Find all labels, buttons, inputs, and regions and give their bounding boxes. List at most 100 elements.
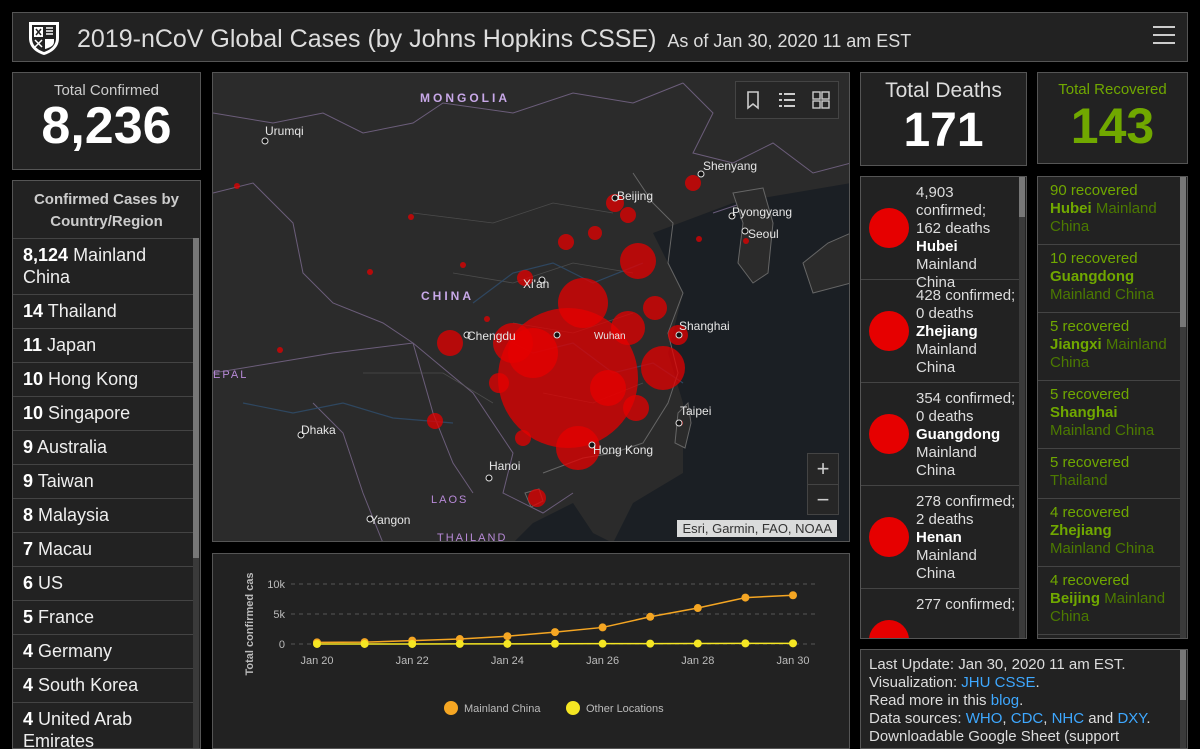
last-update: Last Update: Jan 30, 2020 11 am EST. — [869, 656, 1126, 673]
death-country: Mainland China — [916, 341, 977, 376]
country-item[interactable]: 8 Malaysia — [13, 498, 194, 532]
country-item[interactable]: 4 Germany — [13, 634, 194, 668]
bubble-dalian[interactable] — [696, 236, 702, 242]
recovered-list-scrollbar[interactable] — [1180, 177, 1186, 638]
zoom-in-button[interactable]: + — [816, 456, 830, 481]
country-list-scrollbar[interactable] — [193, 238, 199, 748]
bubble-liaoning[interactable] — [685, 175, 701, 191]
map-view[interactable]: MONGOLIA CHINA LAOS THAILAND EPAL Urumqi… — [212, 72, 850, 542]
country-name: France — [38, 607, 95, 627]
chart-xtick-label: Jan 22 — [396, 655, 429, 667]
country-item[interactable]: 11 Japan — [13, 328, 194, 362]
chart-point — [360, 639, 369, 648]
death-item[interactable]: 278 confirmed; 2 deaths Henan Mainland Chi… — [861, 486, 1020, 589]
death-country: Mainland China — [916, 444, 977, 479]
bubble-xinjiang[interactable] — [234, 183, 240, 189]
country-item[interactable]: 8,124 Mainland China — [13, 238, 194, 294]
recovered-item[interactable]: 4 recovered Zhejiang Mainland China — [1038, 499, 1181, 567]
recovered-country: Mainland China — [1050, 540, 1155, 557]
bubble-jiangxi[interactable] — [590, 370, 626, 406]
country-count: 5 — [23, 607, 34, 627]
bubble-fujian[interactable] — [623, 395, 649, 421]
recovered-item[interactable]: 5 recovered Jiangxi Mainland China — [1038, 313, 1181, 381]
death-country: Mainland China — [916, 547, 977, 582]
country-item[interactable]: 7 Macau — [13, 532, 194, 566]
chart-point — [408, 639, 417, 648]
country-list: 8,124 Mainland China 14 Thailand 11 Japan 1… — [13, 238, 194, 749]
blog-link[interactable]: blog — [990, 692, 1020, 709]
country-item[interactable]: 9 Taiwan — [13, 464, 194, 498]
recovered-item[interactable]: 90 recovered Hubei Mainland China — [1038, 177, 1181, 245]
bubble-henan[interactable] — [558, 278, 608, 328]
recovered-item[interactable]: 5 recovered Shanghai Mainland China — [1038, 381, 1181, 449]
recovered-item[interactable]: 2 recovered — [1038, 635, 1181, 638]
nhc-link[interactable]: NHC — [1051, 710, 1085, 727]
recovered-country: Mainland China — [1050, 422, 1155, 439]
country-item[interactable]: 4 United Arab Emirates — [13, 702, 194, 749]
bubble-shaanxi[interactable] — [517, 270, 533, 286]
total-deaths-label: Total Deaths — [885, 79, 1002, 102]
country-name: Malaysia — [38, 505, 110, 525]
bubble-sichuan-east[interactable] — [493, 323, 533, 363]
country-item[interactable]: 9 Australia — [13, 430, 194, 464]
bubble-hebei[interactable] — [588, 226, 602, 240]
zoom-out-button[interactable]: − — [808, 484, 838, 514]
chart-point — [503, 632, 512, 641]
chart-point — [598, 639, 607, 648]
legend-list-icon[interactable] — [776, 89, 798, 111]
recovered-item[interactable]: 5 recovered Thailand — [1038, 449, 1181, 499]
jhu-shield-logo-icon — [29, 22, 59, 55]
bubble-seoul[interactable] — [743, 238, 749, 244]
bubble-guangdong[interactable] — [556, 426, 600, 470]
bubble-ningxia[interactable] — [484, 316, 490, 322]
bookmark-icon[interactable] — [742, 89, 764, 111]
bubble-qinghai[interactable] — [367, 269, 373, 275]
country-name: United Arab Emirates — [23, 709, 133, 749]
country-item[interactable]: 6 US — [13, 566, 194, 600]
hamburger-menu-icon[interactable] — [1153, 26, 1175, 46]
cdc-link[interactable]: CDC — [1010, 710, 1044, 727]
map-toolbar — [735, 81, 839, 119]
recovered-location: Thailand — [1050, 472, 1169, 490]
death-item[interactable]: 354 confirmed; 0 deaths Guangdong Mainland… — [861, 383, 1020, 486]
country-name: Hong Kong — [48, 369, 139, 389]
bubble-guizhou[interactable] — [489, 373, 509, 393]
info-scrollbar[interactable] — [1180, 650, 1186, 748]
map-canvas[interactable] — [213, 73, 850, 542]
bubble-jiangsu[interactable] — [643, 296, 667, 320]
chart-point — [693, 604, 702, 613]
country-item[interactable]: 10 Hong Kong — [13, 362, 194, 396]
dxy-link[interactable]: DXY — [1117, 710, 1147, 727]
who-link[interactable]: WHO — [965, 710, 1003, 727]
bubble-zhejiang[interactable] — [641, 346, 685, 390]
bubble-qinghai-north[interactable] — [408, 214, 414, 220]
country-item[interactable]: 4 South Korea — [13, 668, 194, 702]
map-label-urumqi: Urumqi — [265, 124, 304, 138]
recovered-item[interactable]: 10 recovered Guangdong Mainland China — [1038, 245, 1181, 313]
country-item[interactable]: 14 Thailand — [13, 294, 194, 328]
jhu-csse-link[interactable]: JHU CSSE — [961, 674, 1036, 691]
chart-xtick-label: Jan 24 — [491, 655, 524, 667]
read-more-line: Read more in this blog. — [869, 692, 1024, 709]
bubble-tianjin[interactable] — [620, 207, 636, 223]
bubble-shandong[interactable] — [620, 243, 656, 279]
bubble-gansu[interactable] — [460, 262, 466, 268]
bubble-beijing[interactable] — [606, 194, 624, 212]
basemap-gallery-icon[interactable] — [810, 89, 832, 111]
bubble-shanxi[interactable] — [558, 234, 574, 250]
bubble-sichuan[interactable] — [437, 330, 463, 356]
bubble-guangxi[interactable] — [515, 430, 531, 446]
visualization-line: Visualization: JHU CSSE. — [869, 674, 1040, 691]
death-item[interactable]: 4,903 confirmed; 162 deaths Hubei Mainland… — [861, 177, 1020, 291]
bubble-hainan[interactable] — [528, 489, 546, 507]
death-item[interactable]: 277 confirmed; — [861, 589, 1020, 638]
country-item[interactable]: 10 Singapore — [13, 396, 194, 430]
death-item[interactable]: 428 confirmed; 0 deaths Zhejiang Mainland … — [861, 280, 1020, 383]
bubble-anhui[interactable] — [611, 311, 645, 345]
bubble-tibet[interactable] — [277, 347, 283, 353]
deaths-list-scrollbar[interactable] — [1019, 177, 1025, 638]
country-count: 4 — [23, 709, 34, 729]
country-item[interactable]: 5 France — [13, 600, 194, 634]
recovered-item[interactable]: 4 recovered Beijing Mainland China — [1038, 567, 1181, 635]
bubble-yunnan[interactable] — [427, 413, 443, 429]
